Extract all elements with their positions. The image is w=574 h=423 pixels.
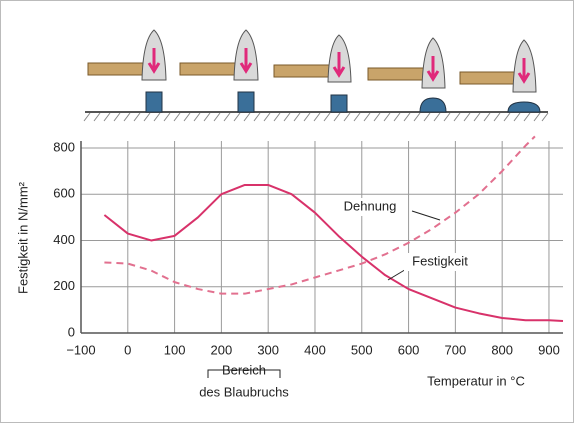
x-tick-label: 500 xyxy=(351,342,373,357)
series-label: Festigkeit xyxy=(412,253,468,268)
series-label: Dehnung xyxy=(344,198,397,213)
x-tick-label: 400 xyxy=(304,342,326,357)
x-tick-label: 200 xyxy=(211,342,233,357)
y-tick-label: 400 xyxy=(53,232,75,247)
y-tick-label: 0 xyxy=(68,324,75,339)
x-tick-label: 600 xyxy=(398,342,420,357)
annotation: des Blaubruchs xyxy=(199,384,289,399)
x-tick-label: 300 xyxy=(257,342,279,357)
chart: Festigkeit in N/mm² Temperatur in °C Ber… xyxy=(0,0,574,423)
x-tick-label: 800 xyxy=(491,342,513,357)
y-tick-label: 200 xyxy=(53,278,75,293)
x-tick-label: 900 xyxy=(538,342,560,357)
y-axis-label: Festigkeit in N/mm² xyxy=(15,181,30,294)
x-tick-label: 700 xyxy=(445,342,467,357)
x-axis-label: Temperatur in °C xyxy=(427,373,525,388)
frame xyxy=(1,1,574,423)
x-tick-label: −100 xyxy=(66,342,95,357)
x-tick-label: 100 xyxy=(164,342,186,357)
y-tick-label: 800 xyxy=(53,139,75,154)
annotation: Bereich xyxy=(222,362,266,377)
y-tick-label: 600 xyxy=(53,186,75,201)
x-tick-label: 0 xyxy=(124,342,131,357)
